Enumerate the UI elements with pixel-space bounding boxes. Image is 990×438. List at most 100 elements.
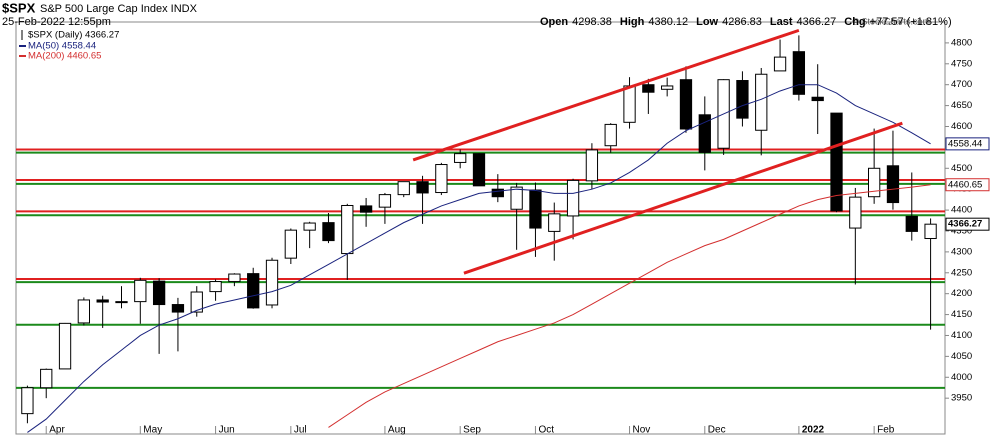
x-tick-label: May [143,425,162,436]
candle-body [491,188,504,198]
candle-body [265,259,279,306]
y-tick-label: 4750 [951,58,972,69]
candle-body [510,186,523,210]
candle-body [679,79,693,130]
legend-entry: $SPX (Daily) 4366.27 [28,30,119,41]
candle-body [115,301,128,304]
candle-body [58,322,72,370]
x-tick-label: 2022 [802,425,825,436]
candle-body [96,299,109,303]
candle-body [454,153,467,163]
candle-body [566,179,580,217]
ma-line [27,84,931,433]
quote-label: Last [770,16,793,28]
x-tick-label: Nov [633,425,651,436]
x-tick-label: Dec [708,425,726,436]
candle-body [905,215,918,232]
symbol: $SPX [2,0,36,15]
date: 25-Feb-2022 12:55pm [2,16,111,28]
candle-body [152,280,166,306]
trend-line [463,121,903,275]
quote-label: Chg [844,16,865,28]
price-tag-box [945,178,990,192]
y-tick-label: 4650 [951,100,972,111]
candle-body [416,181,429,194]
candle-body [322,222,335,242]
candle-body [698,114,711,153]
price-tag: 4558.44 [948,138,982,149]
ma-line [328,184,931,428]
candle-body [190,291,203,313]
credit: © StockCharts.com [852,16,930,26]
quote-value: 4380.12 [648,16,688,28]
quote-label: Open [540,16,568,28]
candle-body [886,165,900,204]
x-tick-label: Sep [463,425,481,436]
y-tick-label: 4150 [951,309,972,320]
quote-value: 4298.38 [572,16,612,28]
x-tick-label: Jun [219,425,235,436]
price-tag-box [945,137,990,151]
candle-body [359,205,373,213]
candle-body [830,112,843,212]
y-tick-label: 4600 [951,121,972,132]
price-tag-box [945,217,990,231]
x-tick-label: Apr [49,425,65,436]
candle-body [924,223,937,240]
candle-body [228,273,241,283]
candle-body [811,96,824,102]
x-tick-label: Jul [294,425,307,436]
price-tag: 4460.65 [948,179,982,190]
axes: 3950 4000 4050 4100 4150 4200 4250 4300 4350 4400… [17,28,990,436]
candle-body [21,387,34,415]
candle-body [585,149,599,182]
candle-body [642,84,655,93]
legend-entry: MA(50) 4558.44 [28,41,96,52]
x-tick-label: Aug [388,425,406,436]
candle-body [435,164,448,194]
candle-body [77,299,91,324]
y-tick-label: 4350 [951,226,972,237]
candle-body [867,167,881,198]
candle-body [247,273,260,309]
candle-body [849,196,862,229]
quote: Open 4298.38 High 4380.12 Low 4286.83 Last 4366… [540,16,952,28]
candle-body [736,80,749,119]
candle-body [604,123,617,147]
candle-body [792,51,806,95]
candle-body [40,368,53,389]
candle-body [171,304,185,313]
y-tick-label: 3950 [951,393,972,404]
y-tick-label: 4300 [951,246,972,257]
quote-value: 4366.27 [797,16,837,28]
candle-body [472,153,486,187]
y-tick-label: 4250 [951,267,972,278]
chart-title: S&P 500 Large Cap Index INDX [40,3,198,15]
candle-body [623,85,636,123]
candle-body [755,73,768,131]
candle-body [378,194,392,208]
candle-body [548,213,561,232]
candle-body [397,181,410,196]
y-tick-label: 4000 [951,372,972,383]
quote-label: High [620,16,645,28]
candle-body [529,189,542,229]
candle-body [341,204,354,255]
y-tick-label: 4100 [951,330,972,341]
candle-body [773,56,787,72]
quote-value: +77.57 (+1.81%) [870,16,952,28]
plot [16,28,945,433]
legend-bg [17,28,147,64]
y-tick-label: 4050 [951,351,972,362]
y-tick-label: 4400 [951,205,972,216]
y-tick-label: 4500 [951,163,972,174]
x-tick-label: Feb [877,425,895,436]
quote-value: 4286.83 [722,16,762,28]
plot-frame [15,21,946,435]
candle-body [134,279,147,303]
trend-line [412,28,800,162]
y-tick-label: 4800 [951,37,972,48]
candle-body [303,222,316,231]
